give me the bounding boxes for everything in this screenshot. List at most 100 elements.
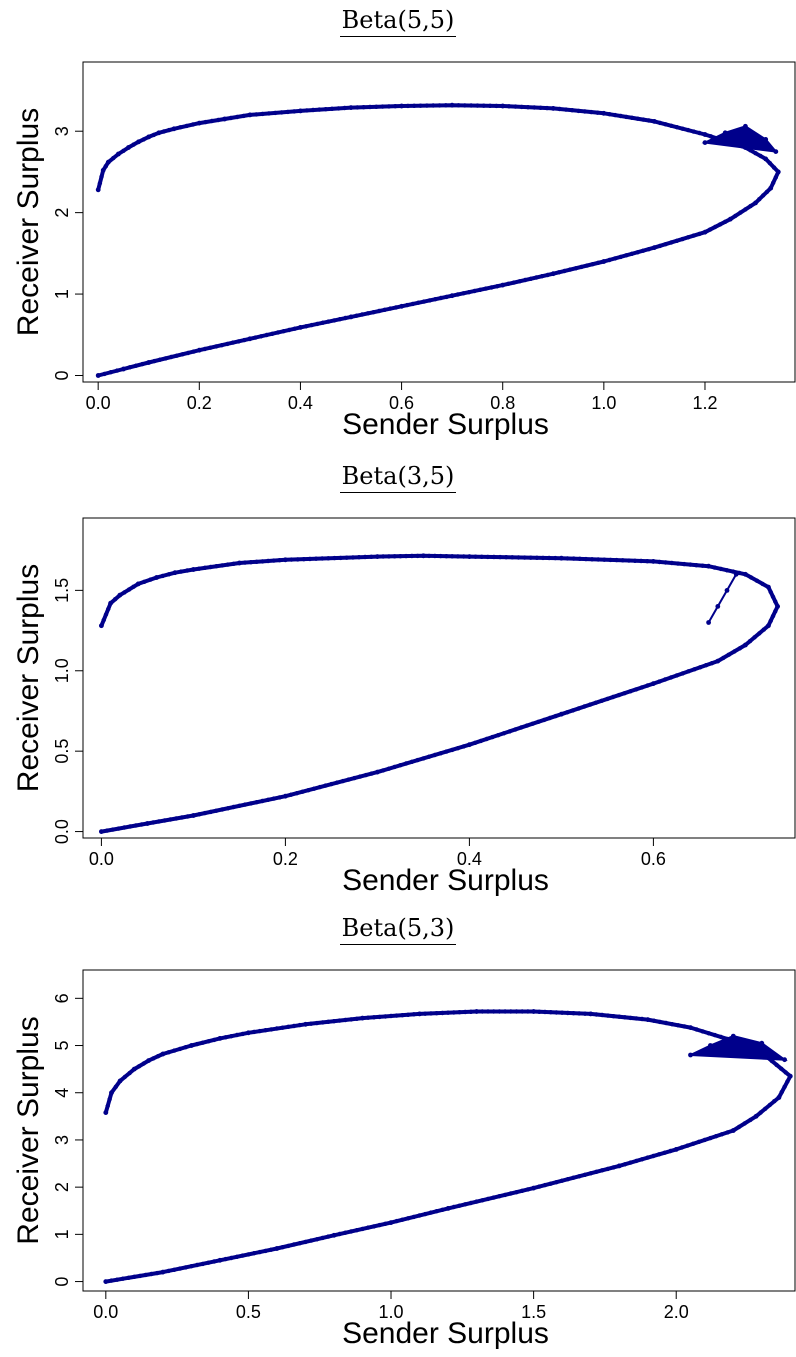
data-point xyxy=(702,230,708,235)
data-point xyxy=(343,1230,348,1235)
data-point xyxy=(669,240,674,245)
data-point xyxy=(166,127,172,133)
data-point xyxy=(377,1014,382,1020)
data-point xyxy=(542,1182,548,1188)
data-point xyxy=(519,725,524,730)
data-point xyxy=(194,1041,200,1047)
data-point xyxy=(116,151,121,157)
plot-frame xyxy=(82,969,796,1292)
data-point xyxy=(440,1010,445,1016)
data-point xyxy=(178,125,183,130)
data-point xyxy=(388,1220,394,1225)
data-point xyxy=(449,103,455,108)
x-tick-label: 1.0 xyxy=(379,1302,404,1322)
data-point xyxy=(160,1051,166,1057)
data-point xyxy=(639,685,645,690)
data-point xyxy=(172,1267,177,1272)
data-point xyxy=(753,151,758,156)
data-point xyxy=(166,572,172,577)
data-point xyxy=(513,104,518,109)
data-point xyxy=(715,604,721,609)
y-tick-label: 1.5 xyxy=(52,578,72,603)
data-point xyxy=(309,322,314,328)
data-point xyxy=(242,560,248,565)
data-point xyxy=(326,1234,331,1239)
data-point xyxy=(166,1050,171,1055)
data-point xyxy=(151,1056,156,1061)
data-point xyxy=(712,565,717,570)
data-point xyxy=(329,106,335,112)
data-point xyxy=(346,777,351,782)
data-point xyxy=(212,1259,217,1264)
data-point xyxy=(504,555,509,560)
data-point xyxy=(257,1028,262,1034)
data-point xyxy=(409,759,415,764)
data-point xyxy=(263,1028,268,1033)
x-tick-label: 0.8 xyxy=(490,393,515,413)
data-point xyxy=(487,103,493,109)
data-point xyxy=(417,1011,422,1017)
plot-frame xyxy=(82,517,796,839)
data-point xyxy=(700,563,705,568)
data-point xyxy=(240,1031,245,1037)
data-point xyxy=(155,1270,160,1276)
data-point xyxy=(326,556,331,561)
data-point xyxy=(108,370,114,375)
data-point xyxy=(148,577,153,582)
data-point xyxy=(582,1011,588,1016)
x-tick-label: 0.0 xyxy=(93,1302,118,1322)
data-point xyxy=(520,1188,525,1193)
data-point xyxy=(114,368,120,373)
data-point xyxy=(242,802,248,807)
data-point xyxy=(702,132,708,137)
data-point xyxy=(605,1013,610,1018)
data-point xyxy=(634,1016,639,1021)
data-point xyxy=(725,1130,730,1135)
data-point xyxy=(480,1198,485,1203)
data-point xyxy=(146,360,151,365)
data-point xyxy=(520,1009,525,1014)
data-point xyxy=(629,115,635,121)
data-point xyxy=(662,1150,667,1155)
data-point xyxy=(545,272,550,278)
data-point xyxy=(601,259,606,264)
data-point xyxy=(310,107,316,113)
data-point xyxy=(634,1158,639,1164)
data-point xyxy=(485,554,490,560)
data-point xyxy=(669,1022,675,1027)
data-point xyxy=(421,553,426,558)
data-point xyxy=(752,635,757,640)
data-point xyxy=(357,774,363,779)
data-point xyxy=(160,1269,166,1275)
data-point xyxy=(168,817,173,822)
y-axis-label: Receiver Surplus xyxy=(12,564,45,792)
data-point xyxy=(191,349,196,354)
data-point xyxy=(685,1143,690,1148)
chart-title: Beta(5,3) xyxy=(0,914,796,950)
data-point xyxy=(444,749,449,754)
data-point xyxy=(474,1009,479,1014)
data-point xyxy=(491,554,497,560)
data-point xyxy=(702,140,708,146)
data-point xyxy=(209,118,215,124)
data-point xyxy=(274,1026,280,1031)
data-point xyxy=(178,569,184,574)
data-point xyxy=(172,1048,177,1053)
data-point xyxy=(657,120,663,126)
data-point xyxy=(680,126,685,131)
data-point xyxy=(736,1124,742,1130)
data-point xyxy=(573,266,578,271)
data-point xyxy=(645,1155,650,1160)
data-point xyxy=(663,242,668,247)
data-point xyxy=(392,554,397,559)
data-point xyxy=(455,292,460,297)
data-point xyxy=(501,731,507,736)
data-point xyxy=(229,1034,234,1039)
data-point xyxy=(531,1009,536,1014)
data-point xyxy=(216,117,221,123)
data-point xyxy=(303,1239,308,1245)
data-point xyxy=(444,294,449,300)
data-point xyxy=(748,1117,753,1123)
data-point xyxy=(651,1018,656,1023)
data-point xyxy=(426,754,432,759)
